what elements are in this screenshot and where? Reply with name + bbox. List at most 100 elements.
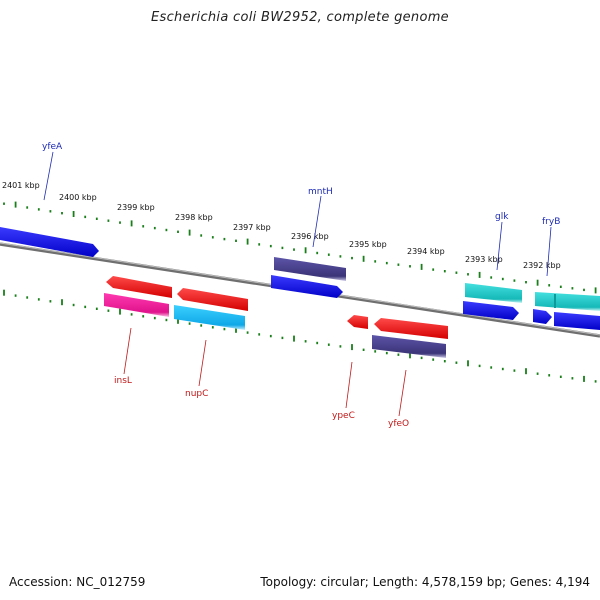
kbp-label: 2400 kbp [59,193,97,202]
major-tick [536,279,539,286]
gene-label-glk[interactable]: glk [495,212,509,222]
gene-insL-arrow[interactable] [106,276,172,298]
major-tick [177,317,179,324]
gene-label-mntH[interactable]: mntH [308,187,333,197]
minor-tick [84,215,87,219]
minor-tick [119,221,121,224]
minor-tick [95,217,98,220]
minor-tick [258,243,261,246]
genome-summary-text: Topology: circular; Length: 4,578,159 bp… [260,575,590,589]
leader-ypeC [345,361,353,409]
gene-label-yfeA[interactable]: yfeA [42,142,63,152]
kbp-scale-labels: 2401 kbp 2400 kbp 2399 kbp 2398 kbp 2397… [2,181,561,270]
minor-tick [153,316,156,320]
minor-tick [269,334,272,338]
gene-label-ypeC[interactable]: ypeC [332,411,355,421]
major-tick [246,238,249,245]
minor-tick [130,313,133,316]
minor-tick [571,377,574,380]
minor-tick [548,284,551,287]
minor-tick [258,333,261,336]
gene-label-fryB[interactable]: fryB [542,217,560,227]
fryB-divider [554,294,556,308]
minor-tick [49,300,52,303]
gene-yfeO-arrow[interactable] [374,318,448,339]
kbp-label: 2398 kbp [175,213,213,222]
kbp-label: 2397 kbp [233,223,271,232]
minor-tick [223,327,226,331]
minor-tick [536,372,539,375]
minor-tick [409,265,411,268]
minor-tick [327,253,330,256]
yfeO-rna-block[interactable] [372,335,446,358]
gene-ypeC-arrow[interactable] [347,315,368,329]
nupC-feature-block[interactable] [174,305,245,330]
minor-tick [339,255,342,258]
leader-fryB [546,226,552,277]
forward-features [0,227,600,330]
major-tick [478,271,481,278]
fryB-feature-block[interactable] [535,292,600,311]
minor-tick [559,375,562,378]
minor-tick [559,285,562,288]
minor-tick [26,296,29,299]
minor-tick [246,331,249,334]
kbp-label: 2396 kbp [291,232,329,241]
minor-tick [525,281,527,284]
minor-tick [374,260,377,263]
minor-tick [37,208,40,211]
major-tick [14,201,17,208]
minor-tick [269,244,272,248]
major-tick [583,375,585,382]
minor-tick [84,305,87,309]
minor-tick [490,366,493,369]
leader-insL [123,327,132,375]
major-tick [235,326,237,333]
minor-tick [142,315,145,318]
leader-nupC [198,339,207,387]
gene-labels: yfeA mntH glk fryB insL nupC ypeC yfeO [42,142,560,429]
minor-tick [513,369,516,372]
minor-tick [177,230,179,233]
minor-tick [513,279,516,282]
minor-tick [432,268,435,271]
minor-tick [49,210,52,213]
major-tick [409,352,411,359]
minor-tick [501,367,504,371]
gene-yfeA-arrow[interactable] [0,227,99,257]
minor-tick [397,263,400,266]
minor-tick [37,298,40,301]
outer-tick-ring [3,201,597,294]
minor-tick [107,219,110,222]
minor-tick [211,236,214,239]
minor-tick [467,273,469,276]
minor-tick [316,341,319,345]
minor-tick [490,276,493,279]
mntH-rna-block[interactable] [274,257,346,281]
fryB-cds-block[interactable] [554,312,600,330]
minor-tick [548,374,551,377]
insL-mobile-block[interactable] [104,293,169,317]
major-tick [293,335,295,342]
minor-tick [374,350,377,353]
gene-mntH-arrow[interactable] [271,275,343,298]
major-tick [188,229,191,236]
minor-tick [72,303,75,307]
glk-feature-block[interactable] [465,283,522,303]
label-leaders [43,151,552,417]
minor-tick [304,340,307,343]
minor-tick [211,326,214,329]
gene-label-insL[interactable]: insL [114,376,132,386]
minor-tick [61,212,63,215]
gene-glk-arrow[interactable] [463,301,519,320]
gene-label-nupC[interactable]: nupC [185,389,208,399]
minor-tick [165,318,168,322]
kbp-label: 2399 kbp [117,203,155,212]
leader-yfeA [43,151,54,201]
gene-fryB-arrow[interactable] [533,309,552,324]
minor-tick [478,364,481,368]
gene-label-yfeO[interactable]: yfeO [388,419,409,429]
minor-tick [281,246,284,250]
gene-nupC-arrow[interactable] [177,288,248,311]
